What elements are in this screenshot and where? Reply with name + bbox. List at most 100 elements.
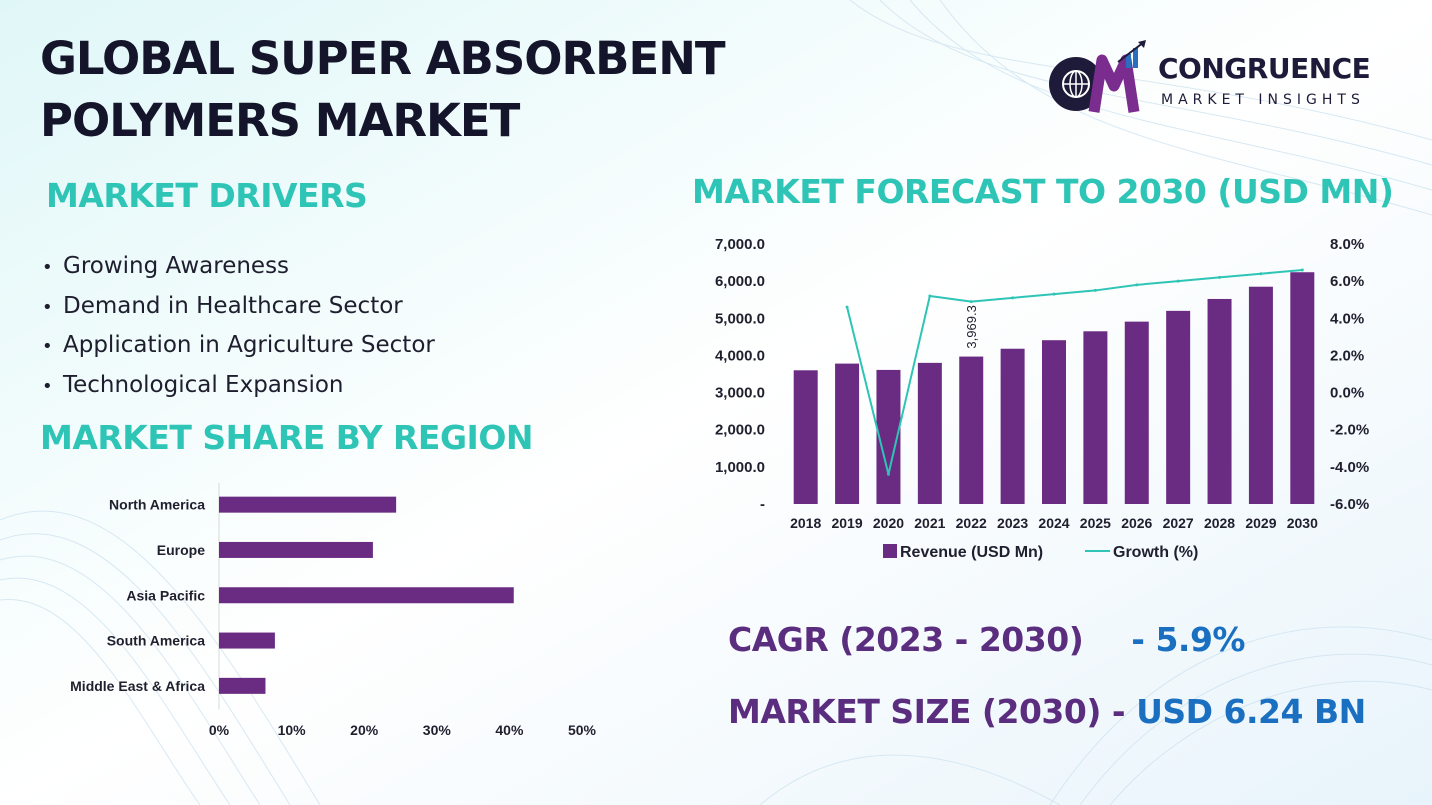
region-label: South America — [107, 633, 205, 649]
title-line-2: POLYMERS MARKET — [40, 94, 520, 147]
bullet-icon: • — [42, 296, 53, 318]
y-left-tick-label: - — [760, 496, 765, 513]
cagr-kpi: CAGR (2023 - 2030) - 5.9% — [728, 620, 1245, 659]
growth-point — [1135, 283, 1139, 287]
revenue-bar — [793, 370, 818, 504]
market-drivers-title: MARKET DRIVERS — [46, 176, 368, 215]
x-tick-label: 2025 — [1080, 515, 1111, 531]
x-tick-label: 2022 — [956, 515, 987, 531]
growth-point — [1052, 292, 1056, 296]
revenue-bar — [1248, 286, 1273, 504]
growth-point — [969, 300, 973, 304]
x-tick-label: 2028 — [1204, 515, 1235, 531]
bullet-icon: • — [42, 257, 53, 278]
y-right-tick-label: 4.0% — [1330, 310, 1364, 327]
region-label: Europe — [157, 542, 205, 558]
x-tick-label: 50% — [568, 722, 597, 738]
driver-item: • Technological Expansion — [42, 369, 435, 409]
region-label: Asia Pacific — [126, 587, 205, 603]
growth-line — [846, 269, 1303, 475]
logo-name: CONGRUENCE — [1158, 52, 1371, 85]
market-size-label: MARKET SIZE (2030) - — [728, 692, 1126, 731]
driver-item: • Application in Agriculture Sector — [42, 329, 435, 369]
region-bar — [219, 541, 373, 558]
growth-point — [1176, 279, 1180, 283]
y-right-tick-label: 2.0% — [1330, 347, 1364, 364]
y-right-tick-label: -6.0% — [1330, 496, 1369, 513]
x-tick-label: 40% — [495, 722, 524, 738]
bullet-icon: • — [42, 336, 53, 357]
revenue-bar — [1166, 310, 1191, 504]
x-tick-label: 10% — [278, 722, 307, 738]
growth-point — [1218, 275, 1222, 279]
legend-growth-label: Growth (%) — [1113, 544, 1198, 561]
market-size-value: USD 6.24 BN — [1136, 692, 1366, 731]
driver-item: • Demand in Healthcare Sector — [42, 290, 435, 330]
region-label: Middle East & Africa — [70, 678, 205, 694]
revenue-bar — [1000, 348, 1025, 504]
revenue-bar — [1083, 331, 1108, 504]
growth-point — [928, 294, 932, 298]
y-right-tick-label: -2.0% — [1330, 422, 1369, 439]
revenue-bar — [1207, 298, 1232, 504]
y-left-tick-label: 5,000.0 — [715, 310, 765, 327]
legend-revenue-swatch — [883, 544, 897, 558]
logo-mark-icon — [1049, 40, 1146, 113]
x-tick-label: 0% — [209, 722, 230, 738]
growth-point — [1093, 288, 1097, 292]
drivers-list: • Growing Awareness • Demand in Healthcare… — [42, 250, 435, 408]
revenue-bar — [1042, 340, 1066, 504]
y-left-tick-label: 3,000.0 — [715, 385, 765, 402]
y-left-tick-label: 4,000.0 — [715, 347, 765, 364]
x-tick-label: 2027 — [1163, 515, 1194, 531]
growth-point — [1300, 268, 1304, 272]
forecast-chart: - 1,000.0 2,000.0 3,000.0 4,000.0 5,000.0 6,00… — [715, 236, 1369, 561]
revenue-bar — [917, 362, 942, 504]
x-tick-label: 20% — [350, 722, 379, 738]
y-left-tick-label: 7,000.0 — [715, 236, 765, 253]
revenue-bar — [959, 356, 984, 504]
growth-point — [1259, 272, 1263, 276]
y-left-tick-label: 1,000.0 — [715, 459, 765, 476]
growth-point — [845, 305, 849, 309]
cagr-label: CAGR (2023 - 2030) — [728, 620, 1084, 659]
revenue-bar — [1290, 272, 1315, 504]
legend-revenue-label: Revenue (USD Mn) — [900, 544, 1043, 561]
region-share-title: MARKET SHARE BY REGION — [40, 418, 534, 457]
x-tick-label: 2021 — [914, 515, 945, 531]
x-tick-label: 2020 — [873, 515, 904, 531]
driver-text: Growing Awareness — [63, 253, 290, 279]
region-bar — [219, 632, 275, 649]
x-tick-label: 2018 — [790, 515, 821, 531]
page-title: GLOBAL SUPER ABSORBENT POLYMERS MARKET — [40, 28, 760, 152]
region-bar — [219, 587, 514, 604]
y-right-tick-label: 6.0% — [1330, 273, 1364, 290]
driver-text: Technological Expansion — [63, 371, 344, 398]
driver-text: Application in Agriculture Sector — [63, 332, 435, 358]
region-bar — [219, 496, 397, 513]
y-right-tick-label: -4.0% — [1330, 459, 1369, 476]
y-right-tick-label: 8.0% — [1330, 236, 1364, 253]
driver-text: Demand in Healthcare Sector — [63, 292, 403, 319]
revenue-bar — [835, 363, 860, 504]
growth-point — [1011, 296, 1015, 300]
region-bar — [219, 677, 266, 694]
forecast-title: MARKET FORECAST TO 2030 (USD MN) — [692, 172, 1394, 211]
x-tick-label: 2030 — [1287, 515, 1318, 531]
revenue-bar — [1124, 321, 1149, 504]
cagr-value: - 5.9% — [1131, 620, 1245, 659]
x-tick-label: 2019 — [831, 515, 862, 531]
market-size-kpi: MARKET SIZE (2030) - USD 6.24 BN — [728, 692, 1366, 731]
y-left-tick-label: 6,000.0 — [715, 273, 765, 290]
bullet-icon: • — [42, 375, 53, 397]
region-share-chart: North America Europe Asia Pacific South Ame… — [70, 483, 597, 738]
title-line-1: GLOBAL SUPER ABSORBENT — [40, 32, 726, 85]
data-label: 3,969.3 — [964, 305, 979, 348]
driver-item: • Growing Awareness — [42, 250, 435, 290]
y-left-tick-label: 2,000.0 — [715, 422, 765, 439]
x-tick-label: 2024 — [1038, 515, 1069, 531]
x-tick-label: 2026 — [1121, 515, 1152, 531]
x-tick-label: 2029 — [1245, 515, 1276, 531]
y-right-tick-label: 0.0% — [1330, 385, 1364, 402]
